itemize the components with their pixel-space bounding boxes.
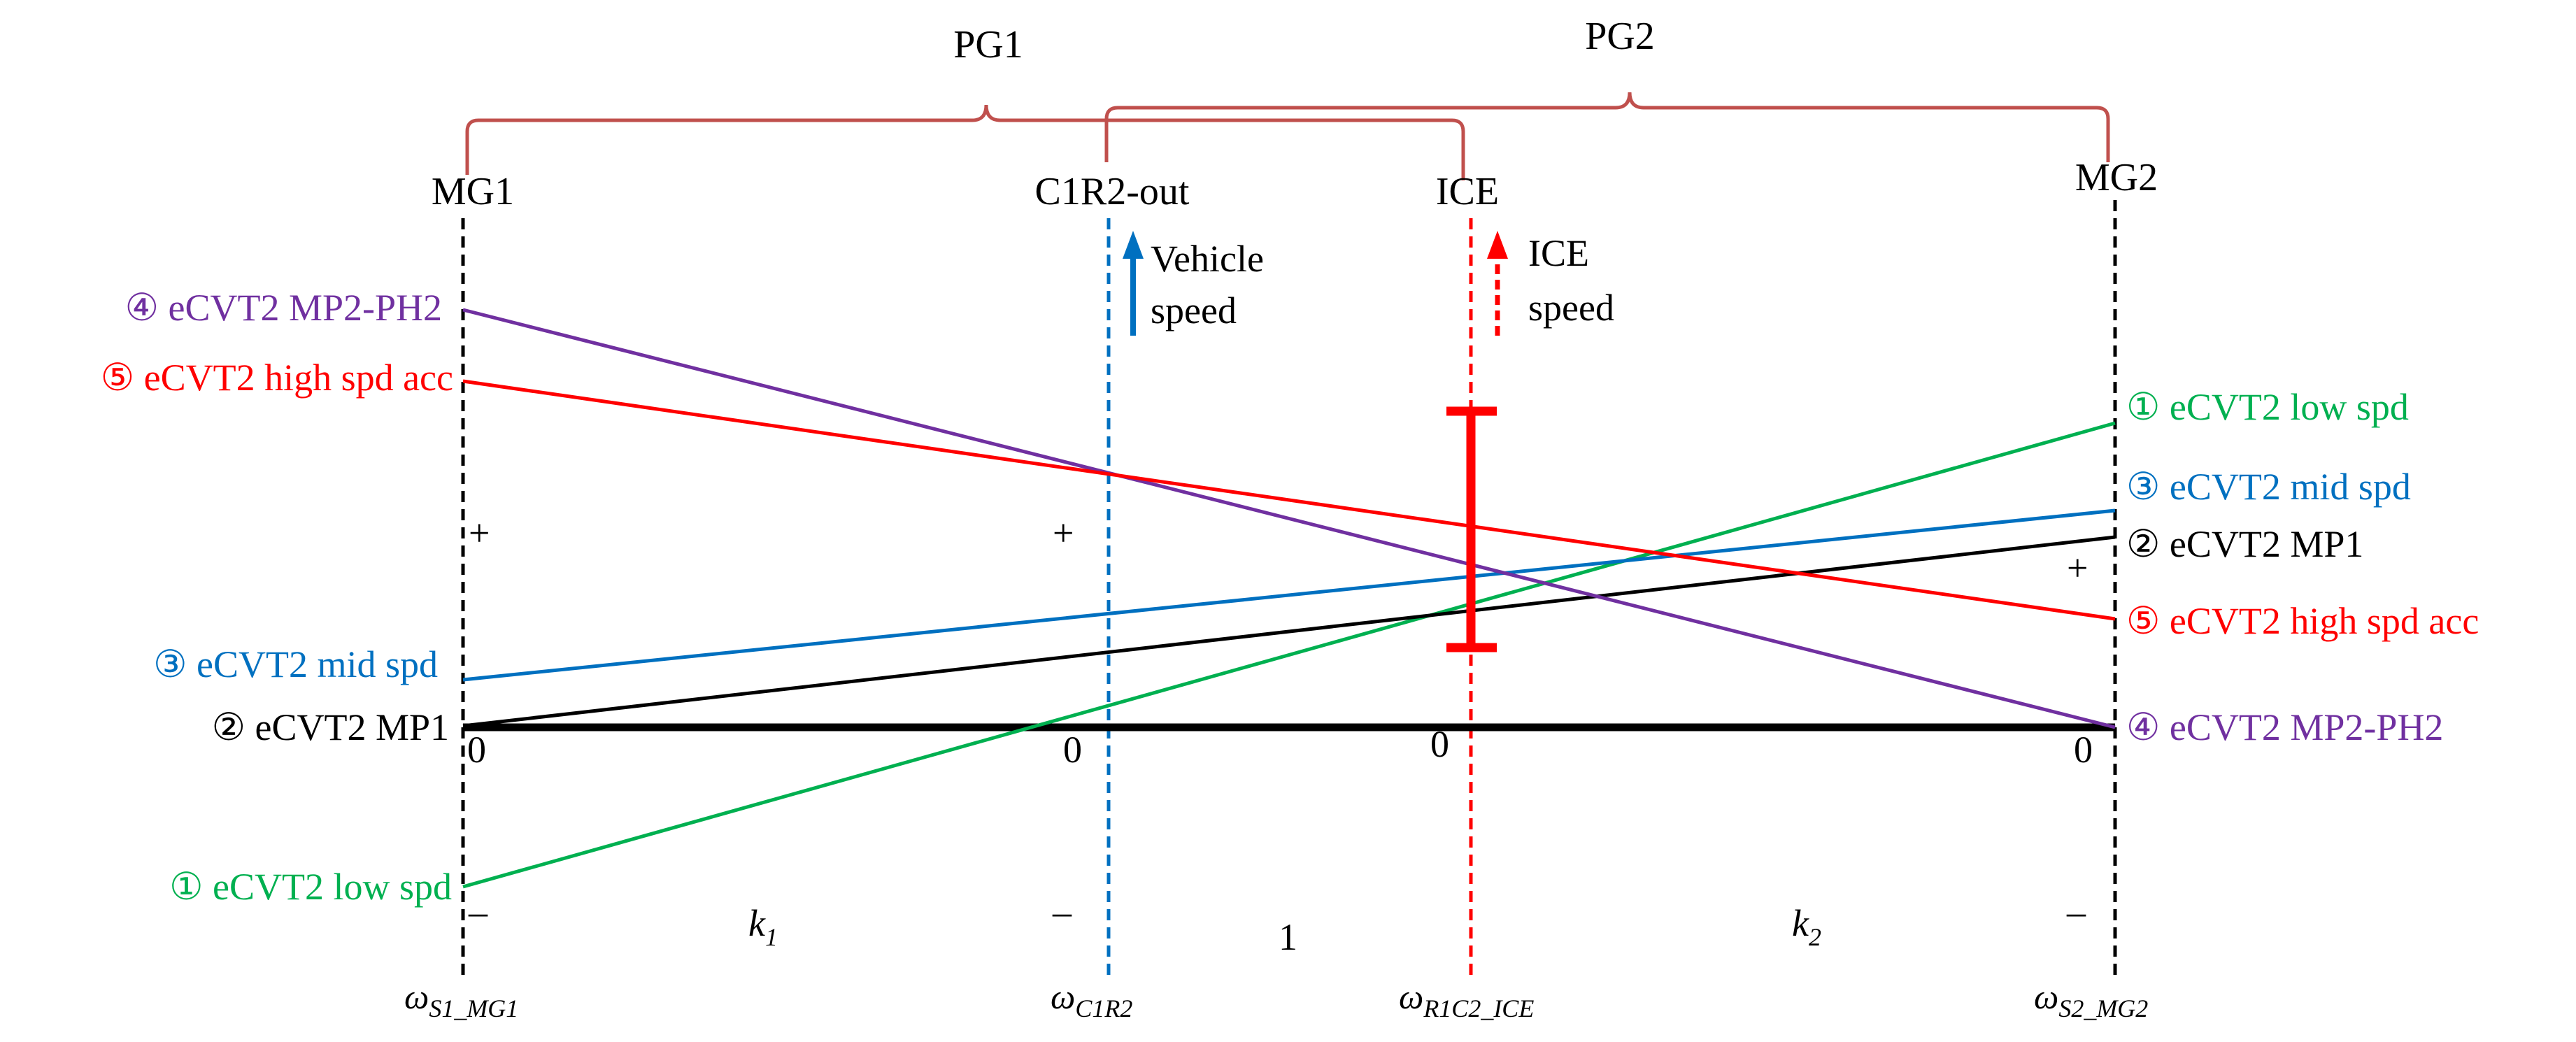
label-right-high-spd-acc: ⑤ eCVT2 high spd acc xyxy=(2126,600,2479,642)
label-right-mid-spd: ③ eCVT2 mid spd xyxy=(2126,466,2411,508)
axis-mg1-label: MG1 xyxy=(432,170,514,213)
pg1-label: PG1 xyxy=(953,23,1023,66)
minus-sign-mg1: – xyxy=(468,891,488,933)
vehicle-speed-label-2: speed xyxy=(1151,290,1237,331)
omega-c1r2: ωC1R2 xyxy=(1051,977,1132,1022)
label-left-mid-spd: ③ eCVT2 mid spd xyxy=(153,643,438,685)
label-right-mp2-ph2: ④ eCVT2 MP2-PH2 xyxy=(2126,706,2443,748)
label-left-high-spd-acc: ⑤ eCVT2 high spd acc xyxy=(101,357,453,399)
zero-label-mg1: 0 xyxy=(467,729,486,771)
omega-ice: ωR1C2_ICE xyxy=(1399,977,1534,1022)
omega-mg2: ωS2_MG2 xyxy=(2034,977,2148,1022)
series-low-spd-line xyxy=(462,421,2116,889)
zero-label-mg2: 0 xyxy=(2074,729,2093,771)
pg1-bracket xyxy=(465,104,1465,180)
omega-mg1: ωS1_MG1 xyxy=(404,977,518,1022)
ice-speed-arrowhead xyxy=(1487,231,1508,259)
label-left-low-spd: ① eCVT2 low spd xyxy=(169,866,452,908)
ratio-k2: k2 xyxy=(1792,902,1821,951)
series-mp2-ph2-line xyxy=(462,308,2116,729)
axis-mg2-label: MG2 xyxy=(2075,156,2158,199)
series-mid-spd-line xyxy=(462,508,2116,682)
pg2-bracket xyxy=(1104,92,2110,162)
minus-sign-mg2: – xyxy=(2066,891,2086,933)
label-left-mp1: ② eCVT2 MP1 xyxy=(212,706,449,748)
ratio-k1: k1 xyxy=(748,902,778,951)
label-right-mp1: ② eCVT2 MP1 xyxy=(2126,523,2363,565)
plus-sign-mg2: + xyxy=(2067,547,2088,589)
pg2-label: PG2 xyxy=(1585,15,1655,58)
minus-sign-c1r2: – xyxy=(1052,891,1072,933)
plus-sign-c1r2: + xyxy=(1053,512,1074,554)
label-right-low-spd: ① eCVT2 low spd xyxy=(2126,386,2409,428)
ice-speed-label-1: ICE xyxy=(1528,232,1589,274)
series-high-spd-acc-line xyxy=(462,379,2116,621)
series-mp1-line xyxy=(462,535,2116,728)
plus-sign-mg1: + xyxy=(469,512,490,554)
ice-speed-label-2: speed xyxy=(1528,287,1614,329)
axis-ice-label: ICE xyxy=(1436,170,1499,213)
zero-label-c1r2: 0 xyxy=(1063,729,1082,771)
vehicle-speed-label-1: Vehicle xyxy=(1151,238,1264,280)
zero-label-ice: 0 xyxy=(1430,723,1449,765)
ratio-one: 1 xyxy=(1279,916,1297,958)
vehicle-speed-arrowhead xyxy=(1123,231,1144,259)
axis-c1r2-label: C1R2-out xyxy=(1035,170,1190,213)
label-left-mp2-ph2: ④ eCVT2 MP2-PH2 xyxy=(125,287,442,329)
